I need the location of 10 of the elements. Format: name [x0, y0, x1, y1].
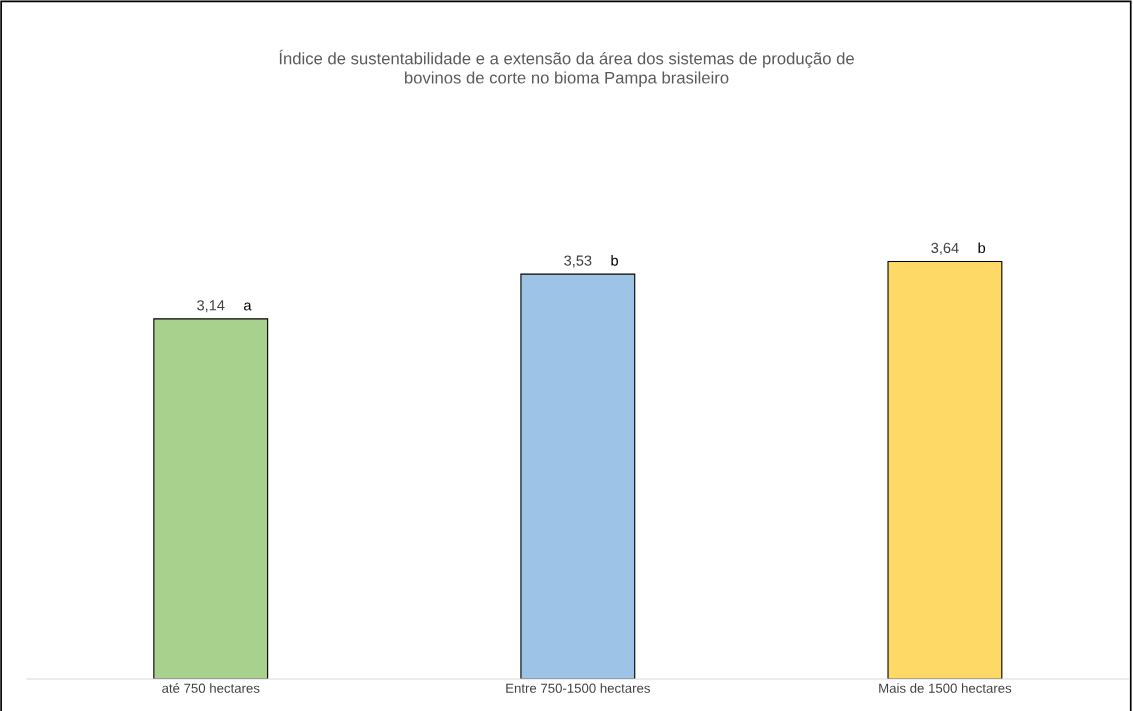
data-label: 3,53 [564, 255, 592, 268]
annotation: a [244, 302, 252, 311]
annotation: b [611, 255, 618, 266]
x-tick-label: Mais de 1500 hectares [879, 683, 1012, 693]
x-tick-label: até 750 hectares [162, 683, 260, 693]
data-label: 3,14 [197, 300, 225, 313]
x-tick-label: Entre 750-1500 hectares [506, 683, 650, 693]
chart-title: Índice de sustentabilidade e a extensão da área dos sistemas de produção de bovinos de corte no bioma Pampa brasileiro [279, 49, 854, 87]
annotation: b [978, 242, 986, 254]
data-label: 3,64 [931, 242, 959, 255]
